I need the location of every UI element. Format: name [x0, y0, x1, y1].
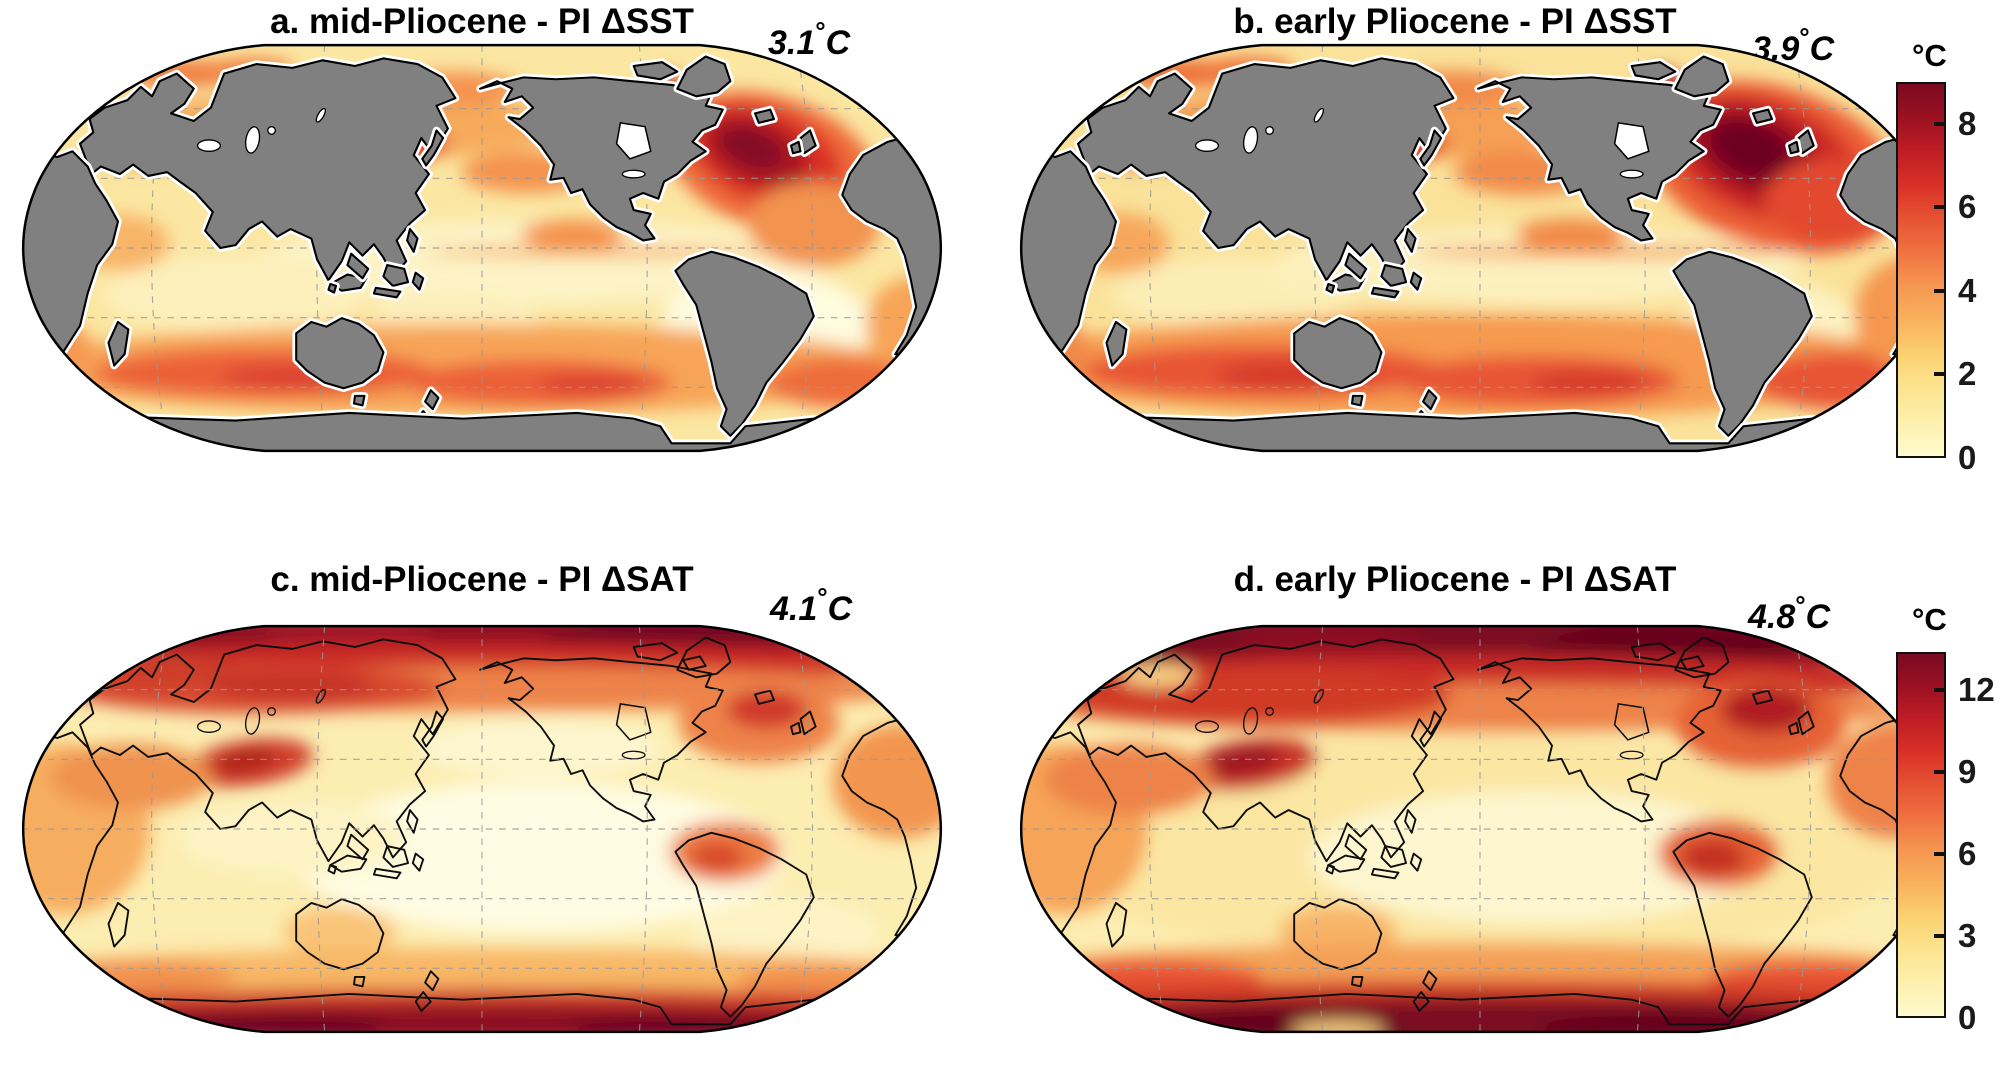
- unit-letter: C: [825, 24, 851, 62]
- map-outline: [22, 43, 942, 453]
- panel-a-map-sst-mid-pliocene: [22, 43, 942, 453]
- map-field: [23, 45, 941, 451]
- panel-a-mean-value: 3.1: [768, 24, 816, 62]
- panel-d-map-sat-early-pliocene: [1020, 624, 1940, 1034]
- panel-c-mean-value: 4.1: [770, 590, 818, 628]
- colorbar-sat-gradient: [1896, 652, 1946, 1018]
- colorbar-tick-mark: [1934, 288, 1944, 293]
- unit-letter: C: [1805, 598, 1831, 636]
- panel-d-global-mean: 4.8°C: [1748, 590, 1830, 637]
- unit-letter: C: [1809, 30, 1835, 68]
- colorbar-sst-gradient: [1896, 82, 1946, 458]
- panel-c-map-sat-mid-pliocene: [22, 624, 942, 1034]
- panel-a-title: a. mid-Pliocene - PI ΔSST: [270, 2, 694, 41]
- colorbar-tick-label: 0: [1958, 439, 1977, 476]
- colorbar-sst-unit-label: °C: [1912, 38, 1947, 73]
- map-outline: [22, 624, 942, 1034]
- colorbar-tick-label: 2: [1958, 355, 1977, 393]
- degree-symbol: °: [815, 16, 826, 46]
- degree-symbol: °: [817, 582, 828, 612]
- degree-symbol: °: [1795, 590, 1806, 620]
- map-field: [1021, 626, 1939, 1032]
- colorbar-tick-mark: [1934, 770, 1944, 775]
- colorbar-sat-unit-label: °C: [1912, 602, 1947, 637]
- unit-letter: C: [827, 590, 853, 628]
- colorbar-tick-mark: [1934, 688, 1944, 693]
- colorbar-tick-label: 12: [1958, 671, 1995, 709]
- panel-c-title: c. mid-Pliocene - PI ΔSAT: [270, 560, 694, 599]
- colorbar-tick-mark: [1934, 121, 1944, 126]
- colorbar-tick-label: 4: [1958, 271, 1977, 309]
- degree-symbol: °: [1799, 22, 1810, 52]
- colorbar-tick-label: 9: [1958, 753, 1977, 791]
- colorbar-tick-label: 6: [1958, 188, 1977, 226]
- colorbar-tick-label: 8: [1958, 104, 1977, 142]
- colorbar-tick-label: 3: [1958, 917, 1977, 955]
- colorbar-tick-mark: [1934, 934, 1944, 939]
- colorbar-sst: °C 8 6 4 2 0: [1896, 38, 2000, 476]
- colorbar-tick-label: 6: [1958, 835, 1977, 873]
- panel-b-title: b. early Pliocene - PI ΔSST: [1233, 2, 1677, 41]
- panel-b-map-sst-early-pliocene: [1020, 43, 1940, 453]
- map-field: [1021, 45, 1939, 451]
- panel-c-global-mean: 4.1°C: [770, 582, 852, 629]
- colorbar-tick-label: 0: [1958, 999, 1977, 1036]
- panel-d-mean-value: 4.8: [1748, 598, 1796, 636]
- panel-d-title: d. early Pliocene - PI ΔSAT: [1233, 560, 1677, 599]
- colorbar-tick-mark: [1934, 852, 1944, 857]
- colorbar-tick-mark: [1934, 205, 1944, 210]
- colorbar-tick-mark: [1934, 372, 1944, 377]
- map-field: [23, 626, 941, 1032]
- colorbar-sat: °C 12 9 6 3 0: [1896, 602, 2000, 1036]
- panel-a-global-mean: 3.1°C: [768, 16, 850, 63]
